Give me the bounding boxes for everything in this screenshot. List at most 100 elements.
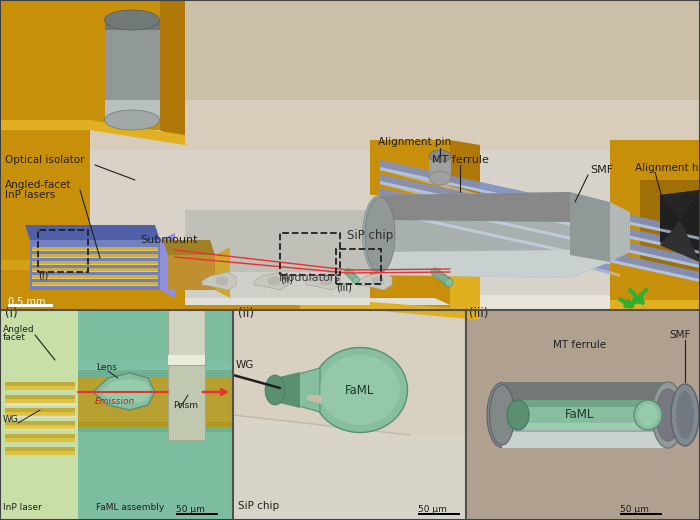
Polygon shape xyxy=(185,298,450,305)
Polygon shape xyxy=(320,276,332,286)
Bar xyxy=(78,370,233,425)
Ellipse shape xyxy=(349,272,356,280)
Polygon shape xyxy=(450,272,480,320)
Bar xyxy=(5,395,75,403)
Polygon shape xyxy=(100,379,151,404)
Text: (ii): (ii) xyxy=(238,306,254,319)
Polygon shape xyxy=(450,140,480,202)
Bar xyxy=(5,438,75,442)
Text: Optical isolator: Optical isolator xyxy=(5,155,85,165)
Bar xyxy=(78,425,233,520)
Ellipse shape xyxy=(445,279,453,287)
Polygon shape xyxy=(93,373,155,410)
Polygon shape xyxy=(233,415,466,520)
Polygon shape xyxy=(215,247,230,298)
Polygon shape xyxy=(435,210,450,305)
Text: WG: WG xyxy=(3,415,19,424)
Polygon shape xyxy=(502,382,668,402)
Bar xyxy=(5,425,75,429)
Text: Submount: Submount xyxy=(140,235,197,245)
Text: InP laser: InP laser xyxy=(3,503,42,513)
Polygon shape xyxy=(90,0,160,130)
Polygon shape xyxy=(502,382,668,448)
Polygon shape xyxy=(570,192,610,278)
Polygon shape xyxy=(0,0,700,310)
Ellipse shape xyxy=(433,269,441,278)
Polygon shape xyxy=(32,282,158,286)
Polygon shape xyxy=(168,255,215,290)
Ellipse shape xyxy=(487,383,517,448)
Polygon shape xyxy=(0,300,700,310)
Ellipse shape xyxy=(320,355,400,425)
Polygon shape xyxy=(160,233,175,298)
Polygon shape xyxy=(32,250,158,251)
Polygon shape xyxy=(0,0,130,130)
Polygon shape xyxy=(380,195,620,263)
Bar xyxy=(0,310,233,520)
Ellipse shape xyxy=(489,385,514,445)
Polygon shape xyxy=(0,290,90,310)
Ellipse shape xyxy=(676,391,694,439)
Ellipse shape xyxy=(443,277,451,285)
Polygon shape xyxy=(610,140,700,310)
Ellipse shape xyxy=(429,171,451,185)
Polygon shape xyxy=(380,192,570,278)
Polygon shape xyxy=(90,120,185,145)
Text: Emission: Emission xyxy=(95,397,135,407)
Bar xyxy=(78,375,233,425)
Bar xyxy=(466,310,700,520)
Bar xyxy=(5,382,75,390)
Ellipse shape xyxy=(265,375,285,405)
Polygon shape xyxy=(163,240,215,255)
Polygon shape xyxy=(0,260,300,270)
Polygon shape xyxy=(307,395,322,404)
Polygon shape xyxy=(380,195,700,268)
Polygon shape xyxy=(660,220,700,262)
Polygon shape xyxy=(185,272,450,305)
Ellipse shape xyxy=(671,384,699,446)
Polygon shape xyxy=(370,140,450,195)
Polygon shape xyxy=(32,247,158,251)
Ellipse shape xyxy=(353,277,360,283)
Polygon shape xyxy=(380,181,620,249)
Bar xyxy=(5,421,75,429)
Bar xyxy=(5,386,75,390)
Bar xyxy=(78,310,233,365)
Bar xyxy=(5,427,77,430)
Polygon shape xyxy=(32,254,158,258)
Text: 50 μm: 50 μm xyxy=(418,505,447,514)
Polygon shape xyxy=(168,365,205,440)
Bar xyxy=(78,430,233,520)
Polygon shape xyxy=(358,272,392,290)
Text: (iii): (iii) xyxy=(469,306,489,319)
Polygon shape xyxy=(370,302,480,320)
Polygon shape xyxy=(32,284,158,286)
Polygon shape xyxy=(380,188,620,263)
Polygon shape xyxy=(518,400,648,430)
Text: SMF: SMF xyxy=(590,165,613,175)
Polygon shape xyxy=(660,190,700,262)
Ellipse shape xyxy=(104,110,160,130)
Ellipse shape xyxy=(365,198,395,272)
Polygon shape xyxy=(32,278,158,279)
Polygon shape xyxy=(32,261,158,265)
Text: 50 μm: 50 μm xyxy=(176,505,205,514)
Bar xyxy=(5,451,75,455)
Text: Prism: Prism xyxy=(173,400,198,410)
Text: FaML: FaML xyxy=(345,384,375,396)
Polygon shape xyxy=(185,210,435,272)
Polygon shape xyxy=(380,192,570,222)
Polygon shape xyxy=(610,300,700,310)
Polygon shape xyxy=(380,250,570,278)
Polygon shape xyxy=(168,355,205,365)
Text: FaML: FaML xyxy=(566,409,595,422)
Bar xyxy=(78,427,233,432)
Bar xyxy=(336,249,381,284)
Text: (ii): (ii) xyxy=(280,274,293,284)
Polygon shape xyxy=(202,272,236,290)
Bar xyxy=(5,408,75,416)
Text: (iii): (iii) xyxy=(336,282,352,292)
Polygon shape xyxy=(380,188,700,268)
Ellipse shape xyxy=(346,270,354,278)
Ellipse shape xyxy=(439,274,447,282)
